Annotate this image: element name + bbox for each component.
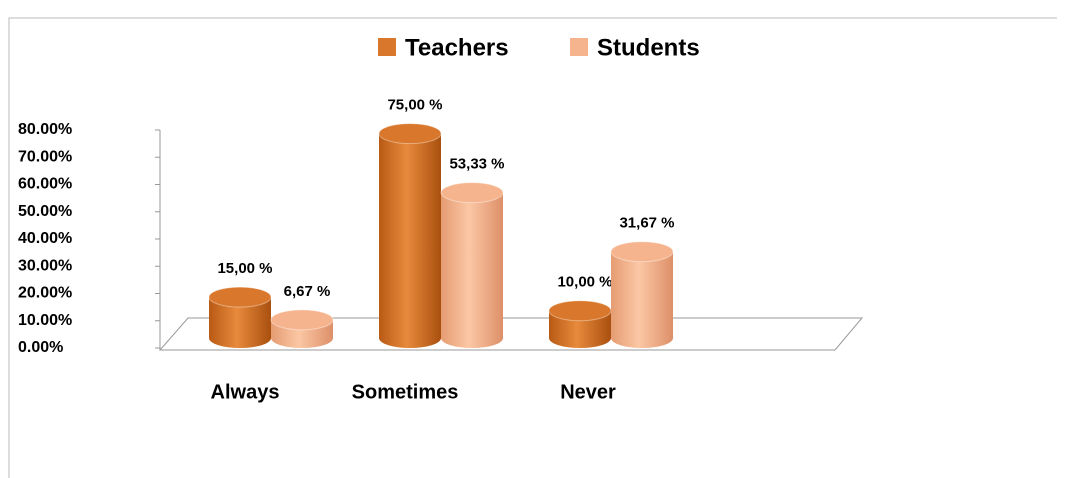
bar-top (548, 300, 612, 322)
bar-top (270, 309, 334, 331)
bar-top (378, 123, 442, 145)
bar-top (610, 241, 674, 263)
y-tick-label: 20.00% (18, 285, 72, 302)
value-label: 31,67 % (619, 215, 674, 232)
value-label: 15,00 % (217, 260, 272, 277)
x-tick-label: Always (211, 381, 280, 403)
y-tick-label: 40.00% (18, 230, 72, 247)
x-tick-label: Never (560, 381, 616, 403)
x-tick-label: Sometimes (352, 381, 459, 403)
value-label: 10,00 % (557, 274, 612, 291)
value-label: 75,00 % (387, 97, 442, 114)
bar-top (440, 182, 504, 204)
y-tick-label: 50.00% (18, 203, 72, 220)
y-tick-label: 0.00% (18, 339, 63, 356)
bar (611, 251, 673, 338)
bar (441, 192, 503, 338)
legend-label: Students (597, 34, 700, 61)
legend-label: Teachers (405, 34, 509, 61)
bar-top (208, 286, 272, 308)
legend-swatch (378, 38, 396, 56)
frame (8, 17, 1057, 478)
y-tick-label: 10.00% (18, 312, 72, 329)
bar (379, 133, 441, 338)
y-tick-label: 70.00% (18, 148, 72, 165)
y-tick-label: 60.00% (18, 176, 72, 193)
floor (158, 317, 864, 351)
y-tick-label: 30.00% (18, 257, 72, 274)
legend-swatch (570, 38, 588, 56)
y-tick-label: 80.00% (18, 121, 72, 138)
value-label: 6,67 % (284, 283, 331, 300)
value-label: 53,33 % (449, 156, 504, 173)
